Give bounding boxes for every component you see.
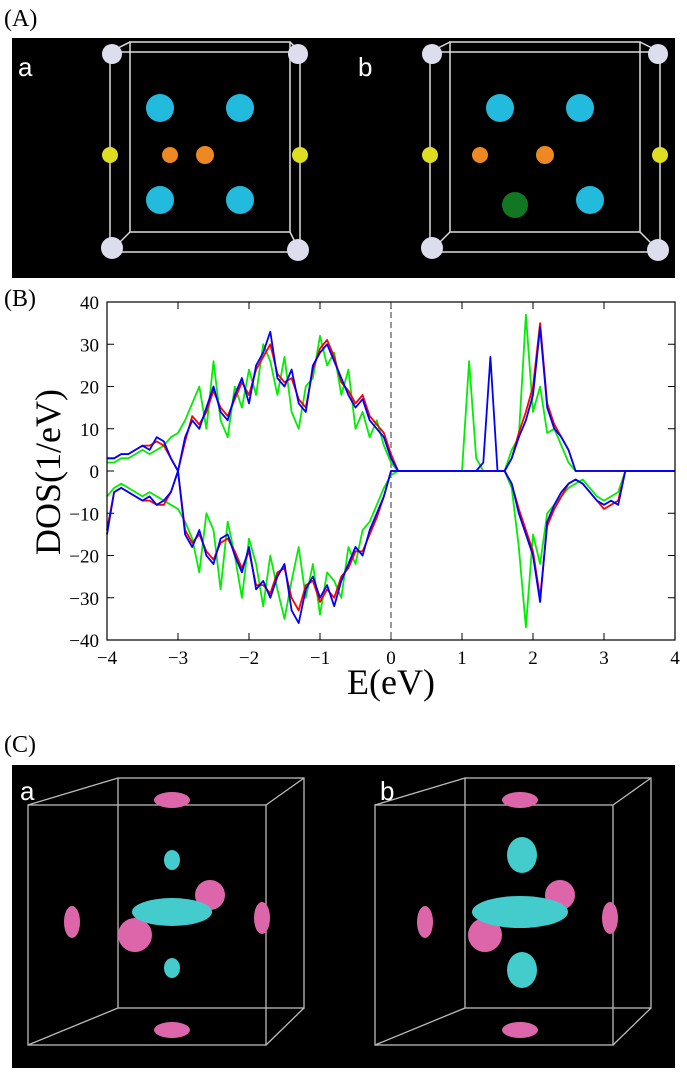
x-tick-label: 0 — [386, 648, 396, 669]
density-image — [12, 765, 675, 1068]
x-tick-label: 3 — [599, 648, 609, 669]
panel-label: (B) — [4, 286, 36, 312]
x-tick-label: −4 — [97, 648, 118, 669]
lobes — [64, 792, 618, 1038]
y-tick-label: 40 — [80, 293, 99, 314]
y-tick-label: 20 — [80, 378, 99, 399]
x-tick-label: −3 — [168, 648, 188, 669]
y-tick-label: 30 — [80, 335, 99, 356]
dos-line — [106, 470, 675, 629]
x-tick-label: 2 — [528, 648, 538, 669]
y-tick-label: 0 — [90, 462, 100, 483]
subpanel-label: a — [20, 776, 35, 806]
x-axis-label: E(eV) — [347, 662, 435, 702]
y-tick-label: −10 — [69, 504, 99, 525]
subpanel-label: b — [358, 52, 372, 82]
plot-frame — [106, 301, 676, 641]
subpanel-label: b — [380, 776, 394, 806]
dos-line — [107, 326, 675, 472]
x-tick-label: −1 — [310, 648, 330, 669]
x-tick-label: −2 — [239, 648, 259, 669]
y-tick-label: −30 — [69, 589, 99, 610]
structure-image — [12, 38, 675, 278]
atoms — [101, 44, 669, 261]
y-axis-label: DOS(1/eV) — [28, 389, 68, 555]
panel-label: (A) — [4, 6, 37, 32]
y-tick-label: −20 — [69, 547, 99, 568]
dos-line — [106, 470, 675, 624]
y-tick-label: 10 — [80, 420, 99, 441]
density-a — [27, 777, 305, 1046]
panel-label: (C) — [4, 732, 36, 758]
subpanel-label: a — [18, 52, 33, 82]
x-tick-label: 4 — [670, 648, 680, 669]
y-tick-label: −40 — [69, 631, 99, 652]
x-tick-label: 1 — [457, 648, 467, 669]
